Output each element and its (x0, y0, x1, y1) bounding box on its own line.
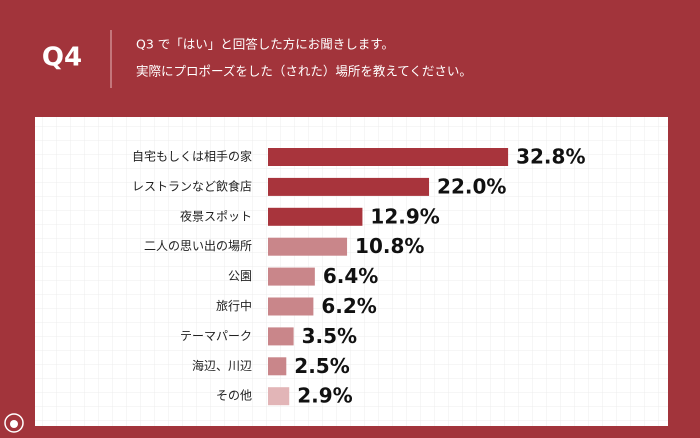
value-label: 10.8% (355, 234, 424, 258)
value-label: 12.9% (370, 204, 439, 228)
value-label: 6.2% (321, 294, 376, 318)
logo (4, 413, 24, 433)
bar (268, 207, 363, 226)
value-label: 3.5% (302, 324, 357, 348)
category-label: テーマパーク (180, 329, 252, 343)
bar (268, 267, 315, 286)
category-label: その他 (216, 389, 252, 403)
category-label: 二人の思い出の場所 (144, 239, 252, 253)
bar (268, 237, 348, 256)
value-label: 2.5% (294, 354, 349, 378)
bar (268, 327, 294, 346)
value-label: 6.4% (323, 264, 378, 288)
bar (268, 357, 287, 376)
value-label: 2.9% (297, 384, 352, 408)
value-label: 32.8% (516, 145, 585, 169)
bar (268, 177, 430, 196)
chart-title: Q4 (42, 43, 82, 73)
logo (10, 420, 18, 428)
category-label: 自宅もしくは相手の家 (132, 149, 252, 164)
subtitle: 実際にプロポーズをした（された）場所を教えてください。 (136, 64, 472, 79)
category-label: 旅行中 (216, 298, 252, 313)
subtitle: Q3 で「はい」と回答した方にお聞きします。 (136, 37, 394, 52)
category-label: 海辺、川辺 (192, 358, 252, 373)
bar (268, 297, 314, 316)
panel-grid (35, 117, 668, 426)
bar (268, 148, 509, 166)
value-label: 22.0% (437, 174, 506, 198)
category-label: 公園 (228, 269, 252, 283)
bar (268, 387, 290, 406)
category-label: 夜景スポット (180, 208, 252, 223)
category-label: レストランなど飲食店 (132, 178, 252, 193)
